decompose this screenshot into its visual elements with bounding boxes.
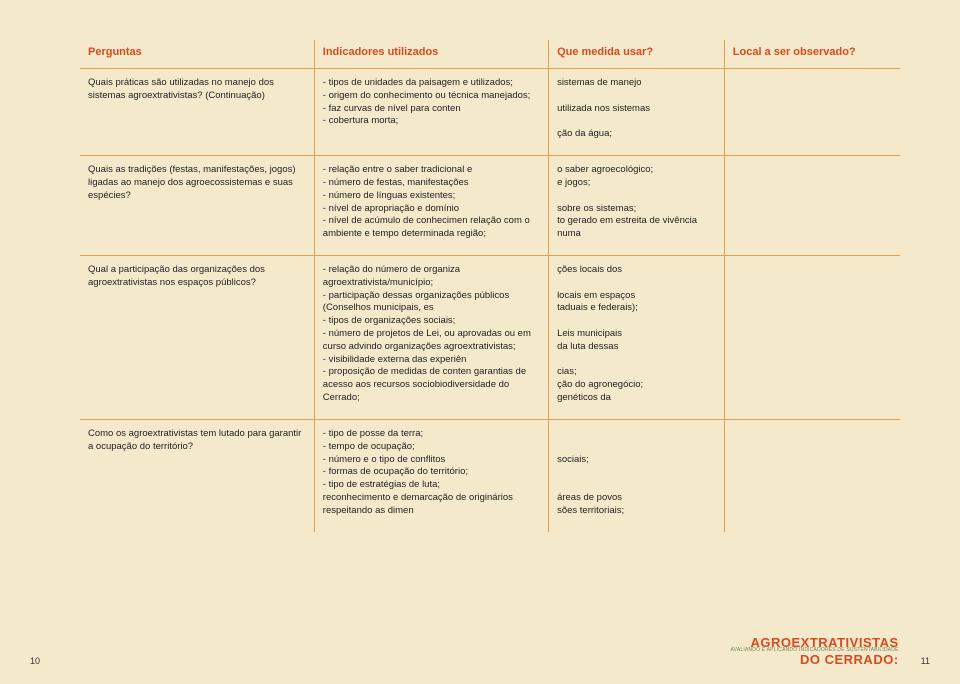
cell-indicadores: - tipo de posse da terra; - tempo de ocu… (314, 419, 548, 531)
cell-indicadores: - tipos de unidades da paisagem e utiliz… (314, 69, 548, 156)
cell-local (724, 419, 900, 531)
indicators-table: Perguntas Indicadores utilizados Que med… (80, 40, 900, 532)
cell-medida: o saber agroecológico; e jogos; sobre os… (549, 156, 725, 256)
cell-pergunta: Qual a participação das organizações dos… (80, 255, 314, 419)
table-row: Quais práticas são utilizadas no manejo … (80, 69, 900, 156)
page-container: Perguntas Indicadores utilizados Que med… (0, 0, 960, 532)
cell-local (724, 156, 900, 256)
cell-indicadores: - relação do número de organiza agroextr… (314, 255, 548, 419)
page-number-left: 10 (30, 656, 40, 666)
table-row: Qual a participação das organizações dos… (80, 255, 900, 419)
brand-line3: DO CERRADO: (731, 653, 899, 666)
table-header-row: Perguntas Indicadores utilizados Que med… (80, 40, 900, 69)
cell-medida: sistemas de manejo utilizada nos sistema… (549, 69, 725, 156)
header-medida: Que medida usar? (549, 40, 725, 69)
cell-pergunta: Quais as tradições (festas, manifestaçõe… (80, 156, 314, 256)
brand-block: AGROEXTRATIVISTAS AVALIANDO E APLICANDO … (731, 636, 899, 666)
page-footer: 10 AGROEXTRATIVISTAS AVALIANDO E APLICAN… (0, 636, 960, 666)
cell-pergunta: Como os agroextrativistas tem lutado par… (80, 419, 314, 531)
cell-medida: ções locais dos locais em espaços taduai… (549, 255, 725, 419)
cell-pergunta: Quais práticas são utilizadas no manejo … (80, 69, 314, 156)
cell-local (724, 69, 900, 156)
header-local: Local a ser observado? (724, 40, 900, 69)
table-row: Quais as tradições (festas, manifestaçõe… (80, 156, 900, 256)
cell-medida: sociais; áreas de povos sões territoriai… (549, 419, 725, 531)
footer-right-block: AGROEXTRATIVISTAS AVALIANDO E APLICANDO … (731, 636, 930, 666)
cell-indicadores: - relação entre o saber tradicional e - … (314, 156, 548, 256)
header-perguntas: Perguntas (80, 40, 314, 69)
page-number-right: 11 (921, 656, 930, 666)
table-row: Como os agroextrativistas tem lutado par… (80, 419, 900, 531)
cell-local (724, 255, 900, 419)
header-indicadores: Indicadores utilizados (314, 40, 548, 69)
